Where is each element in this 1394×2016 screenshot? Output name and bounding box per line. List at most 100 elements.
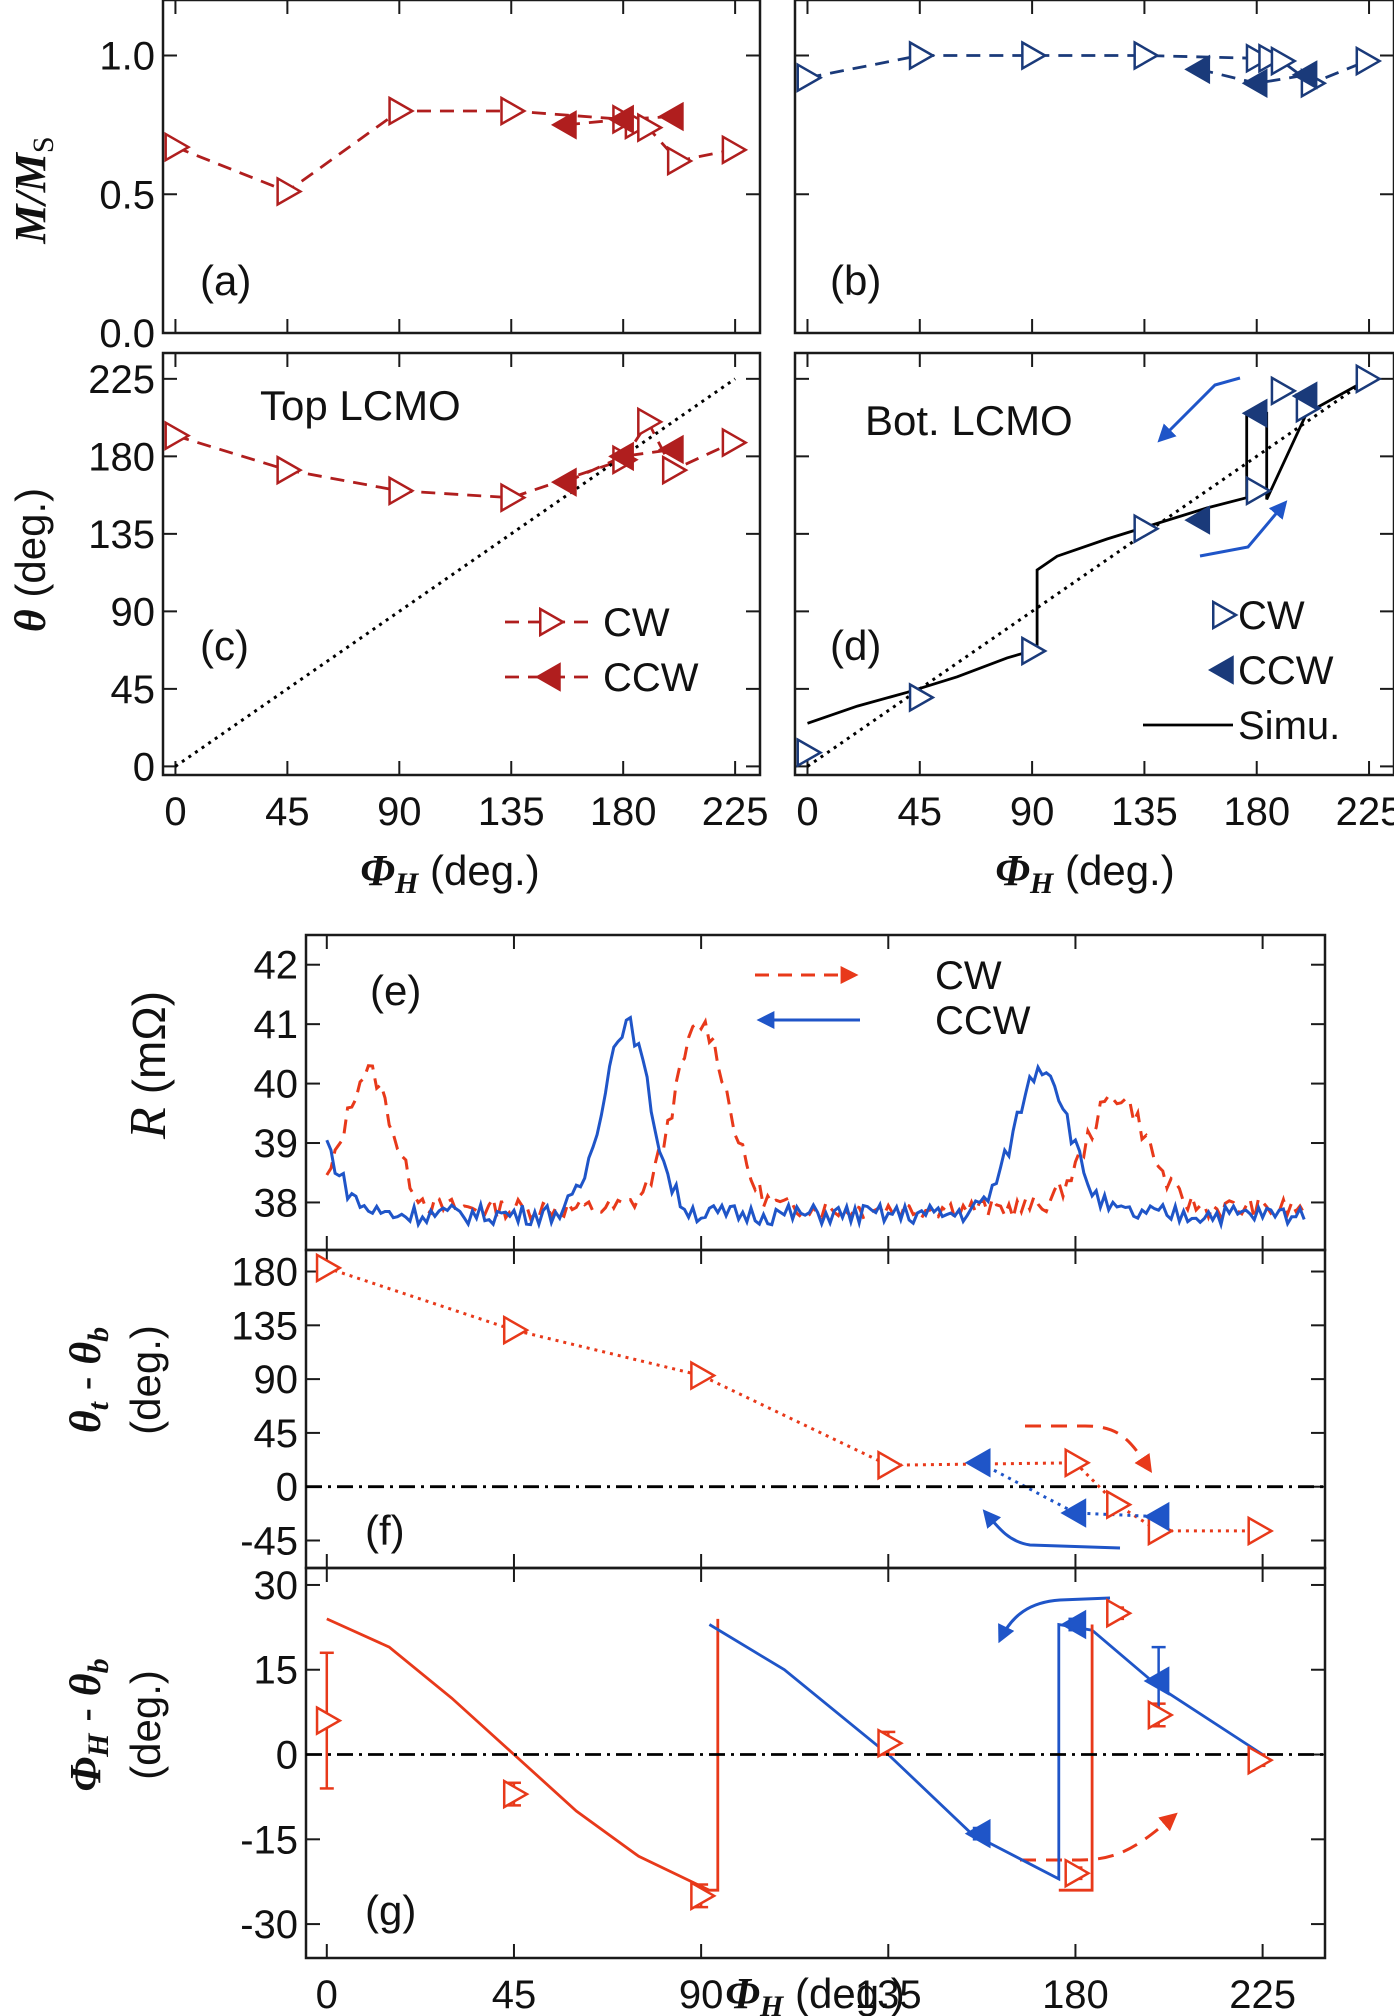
data-point-b: [1270, 45, 1298, 77]
data-point-c: [550, 467, 577, 497]
data-point-d: [1245, 475, 1273, 506]
data-point-c: [721, 427, 749, 458]
data-point-a: [388, 95, 415, 127]
ytick-label-f: 45: [254, 1412, 299, 1456]
legend-label: CW: [1238, 594, 1305, 638]
data-point-c: [608, 441, 634, 472]
xtick-label-c: 45: [265, 790, 310, 834]
legend-item-e: CCW: [756, 999, 1031, 1043]
data-point-a: [276, 176, 303, 207]
ytick-label-a: 0.5: [99, 173, 155, 217]
xtick-label-d: 180: [1223, 790, 1290, 834]
data-point-d: [908, 682, 936, 713]
xtick-label-g: 135: [855, 1973, 922, 2016]
ytick-label-f: 0: [276, 1466, 298, 1510]
data-point-g: [1106, 1598, 1133, 1629]
legend-item-d: Simu.: [1143, 704, 1340, 748]
ytick-label-g: -15: [240, 1818, 298, 1862]
ytick-label-f: -45: [240, 1520, 298, 1564]
xtick-label-d: 0: [796, 790, 818, 834]
data-point-g: [1143, 1666, 1170, 1696]
data-point-g: [877, 1728, 904, 1759]
data-point-a: [550, 110, 577, 140]
data-point-f: [1060, 1498, 1087, 1528]
data-point-a: [666, 145, 694, 177]
data-point-c: [388, 475, 415, 506]
legend-label: CW: [603, 601, 670, 645]
series-line-c-0: [174, 419, 734, 500]
data-point-a: [500, 95, 527, 127]
ytick-label-e: 39: [254, 1122, 299, 1166]
legend-label: CCW: [1238, 649, 1334, 693]
series-line-g-2: [1058, 1624, 1094, 1892]
legend-item-e: CW: [755, 954, 1002, 998]
panel-f: -45 0 45 90 135 180 (f): [231, 1248, 1327, 1570]
ylabel-f2: (deg.): [122, 1325, 169, 1435]
data-point-c: [164, 420, 191, 451]
data-point-f: [1143, 1501, 1170, 1532]
data-point-c: [637, 406, 664, 438]
panel-c: 0 45 90 135 180 225 0 45 90 135 180 225 (c) Top LCMO C…: [88, 351, 769, 834]
xlabel-c: ΦH (deg.): [360, 846, 539, 900]
xtick-label-c: 225: [702, 790, 769, 834]
data-point-b: [1291, 60, 1318, 90]
frame-e: [304, 933, 1327, 1252]
xtick-label-d: 135: [1111, 790, 1178, 834]
xlabel-d: ΦH (deg.): [995, 846, 1174, 900]
legend-item-c: CW: [505, 601, 670, 645]
data-point-f: [1064, 1447, 1091, 1478]
ytick-label-f: 135: [231, 1304, 298, 1348]
arrow-f-blue: [982, 1509, 1121, 1550]
data-point-g: [964, 1818, 991, 1849]
ytick-label-e: 38: [254, 1181, 299, 1225]
arrow-f-red: [1025, 1424, 1152, 1473]
legend-item-d: CCW: [1207, 649, 1334, 693]
data-point-d: [1355, 363, 1383, 394]
ylabel-a: M/MS: [6, 136, 60, 244]
data-point-d: [1021, 635, 1048, 667]
data-point-g: [1064, 1858, 1091, 1889]
plot-area-d: [806, 377, 1370, 768]
panel-label-d: (d): [830, 622, 881, 669]
data-point-a: [637, 112, 664, 143]
series-line-f-0: [326, 1266, 1259, 1533]
ytick-label-e: 42: [254, 944, 299, 988]
xtick-label-c: 0: [164, 790, 186, 834]
data-point-a: [608, 104, 634, 135]
data-point-b: [796, 62, 823, 93]
panel-label-b: (b): [830, 257, 881, 304]
series-line-c-2: [174, 377, 736, 768]
legend-item-c: CCW: [505, 656, 699, 700]
data-point-c: [500, 482, 527, 513]
legend-marker: [1212, 599, 1239, 631]
annotation-c: Top LCMO: [260, 382, 461, 429]
panel-label-e: (e): [370, 967, 421, 1014]
series-CCW: [325, 1015, 1306, 1231]
ylabel-e: R (mΩ): [120, 991, 177, 1140]
ylabel-g: ΦH - θb: [61, 1658, 115, 1791]
legend-label: Simu.: [1238, 704, 1340, 748]
data-point-b: [1241, 68, 1268, 98]
series-line-g-0: [326, 1617, 720, 1892]
arrow-g-blue: [998, 1596, 1111, 1644]
data-point-b: [1184, 54, 1211, 85]
data-point-b: [1021, 40, 1048, 71]
panel-b: (b): [793, 0, 1394, 335]
series-line-d-2: [806, 377, 1370, 768]
data-point-c: [276, 454, 303, 486]
xtick-label-c: 180: [590, 790, 657, 834]
xtick-label-c: 135: [478, 790, 545, 834]
ylabel-f: θt - θb: [61, 1327, 115, 1433]
data-point-g: [1247, 1745, 1274, 1776]
data-point-f: [1106, 1489, 1133, 1520]
data-point-f: [1247, 1515, 1274, 1547]
ytick-label-c: 0: [133, 745, 155, 789]
data-point-f: [315, 1252, 343, 1284]
ylabel-c: θ (deg.): [6, 488, 55, 632]
data-point-d: [1291, 381, 1318, 411]
ytick-label-a: 1.0: [99, 35, 155, 79]
ylabel-g2: (deg.): [122, 1670, 169, 1780]
data-point-g: [1060, 1609, 1087, 1640]
data-point-f: [690, 1360, 717, 1391]
